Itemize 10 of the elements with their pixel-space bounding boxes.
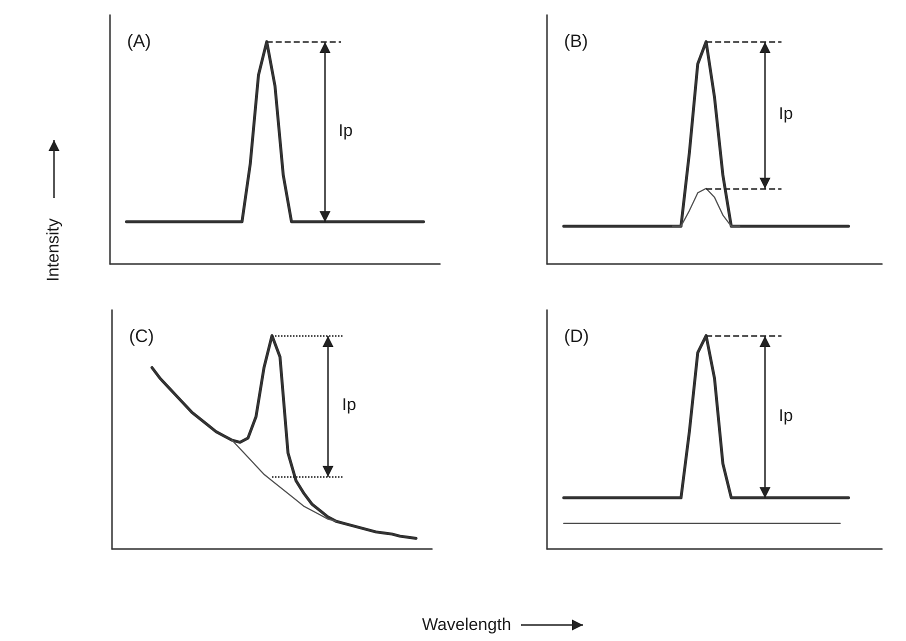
chart-title: (B)	[564, 31, 588, 51]
annotation: Ip	[338, 120, 353, 141]
annotation: Ip	[778, 104, 793, 124]
y-axis-title: Intensity	[44, 218, 64, 282]
chart-title: (C)	[129, 326, 154, 346]
chart-title: (D)	[564, 326, 589, 346]
annotation: Ip	[342, 395, 356, 416]
x-axis-title: Wavelength	[422, 615, 512, 635]
chart-title: (A)	[127, 31, 151, 51]
annotation: Ip	[778, 406, 793, 426]
